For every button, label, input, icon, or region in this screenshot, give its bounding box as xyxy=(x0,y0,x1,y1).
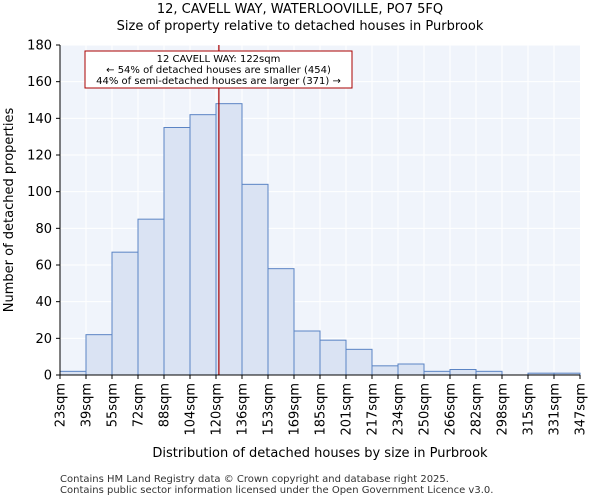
annotation-border xyxy=(84,50,353,89)
x-tick-label: 201sqm xyxy=(340,383,355,436)
chart-title-address: 12, CAVELL WAY, WATERLOOVILLE, PO7 5FQ xyxy=(156,2,444,17)
bar-55sqm xyxy=(111,251,139,376)
x-tick-label: 250sqm xyxy=(418,383,433,436)
annotation-line-1: 12 CAVELL WAY: 122sqm xyxy=(157,54,281,65)
x-tick-label: 104sqm xyxy=(184,383,199,436)
x-tick-label: 88sqm xyxy=(158,383,173,427)
bar-120sqm xyxy=(215,103,243,376)
y-tick-label: 20 xyxy=(35,332,52,347)
x-tick-label: 72sqm xyxy=(132,383,147,427)
bar-153sqm xyxy=(267,268,295,376)
y-tick-labels: 0 20 40 60 80 100 120 140 160 180 xyxy=(27,39,60,384)
x-tick-label: 39sqm xyxy=(80,383,95,427)
bar-250sqm xyxy=(423,370,451,376)
footer-copyright: Contains HM Land Registry data © Crown c… xyxy=(60,474,449,485)
y-tick-label: 40 xyxy=(35,295,52,310)
x-tick-label: 55sqm xyxy=(106,383,121,427)
x-tick-label: 217sqm xyxy=(366,383,381,436)
x-tick-label: 347sqm xyxy=(574,383,589,436)
bar-104sqm xyxy=(189,114,217,376)
y-tick-label: 160 xyxy=(27,75,52,90)
bar-282sqm xyxy=(475,370,503,376)
bars xyxy=(59,103,581,376)
x-tick-label: 266sqm xyxy=(444,383,459,436)
footer-licence: Contains public sector information licen… xyxy=(60,485,494,496)
x-tick-label: 153sqm xyxy=(262,383,277,436)
bar-136sqm xyxy=(241,183,269,376)
bar-217sqm xyxy=(371,365,399,376)
y-tick-label: 100 xyxy=(27,185,52,200)
x-tick-label: 298sqm xyxy=(496,383,511,436)
x-tick-label: 331sqm xyxy=(548,383,563,436)
annotation-box: 12 CAVELL WAY: 122sqm ← 54% of detached … xyxy=(84,50,353,89)
y-tick-label: 60 xyxy=(35,259,52,274)
bar-234sqm xyxy=(397,363,425,376)
bar-266sqm xyxy=(449,369,477,376)
x-tick-labels: 23sqm 39sqm 55sqm 72sqm 88sqm 104sqm 120sqm 136… xyxy=(54,375,589,436)
annotation-line-2: ← 54% of detached houses are smaller (45… xyxy=(106,65,331,76)
bar-72sqm xyxy=(137,218,165,376)
y-tick-label: 80 xyxy=(35,222,52,237)
x-tick-label: 120sqm xyxy=(210,383,225,436)
annotation-line-3: 44% of semi-detached houses are larger (… xyxy=(96,76,341,87)
x-tick-label: 282sqm xyxy=(470,383,485,436)
x-tick-label: 315sqm xyxy=(522,383,537,436)
y-tick-label: 0 xyxy=(44,369,52,384)
y-axis-label: Number of detached properties xyxy=(2,108,17,313)
y-tick-label: 120 xyxy=(27,149,52,164)
x-axis-label: Distribution of detached houses by size … xyxy=(152,446,488,461)
bar-201sqm xyxy=(345,348,373,376)
chart-title: Size of property relative to detached ho… xyxy=(116,19,484,34)
x-tick-label: 169sqm xyxy=(288,383,303,436)
y-tick-label: 180 xyxy=(27,39,52,54)
bar-23sqm xyxy=(59,370,87,376)
bar-39sqm xyxy=(85,334,113,376)
bar-169sqm xyxy=(293,330,321,376)
y-tick-label: 140 xyxy=(27,112,52,127)
bar-185sqm xyxy=(319,339,347,376)
x-tick-label: 23sqm xyxy=(54,383,69,427)
x-tick-label: 136sqm xyxy=(236,383,251,436)
x-tick-label: 234sqm xyxy=(392,383,407,436)
x-tick-label: 185sqm xyxy=(314,383,329,436)
bar-88sqm xyxy=(163,127,191,376)
